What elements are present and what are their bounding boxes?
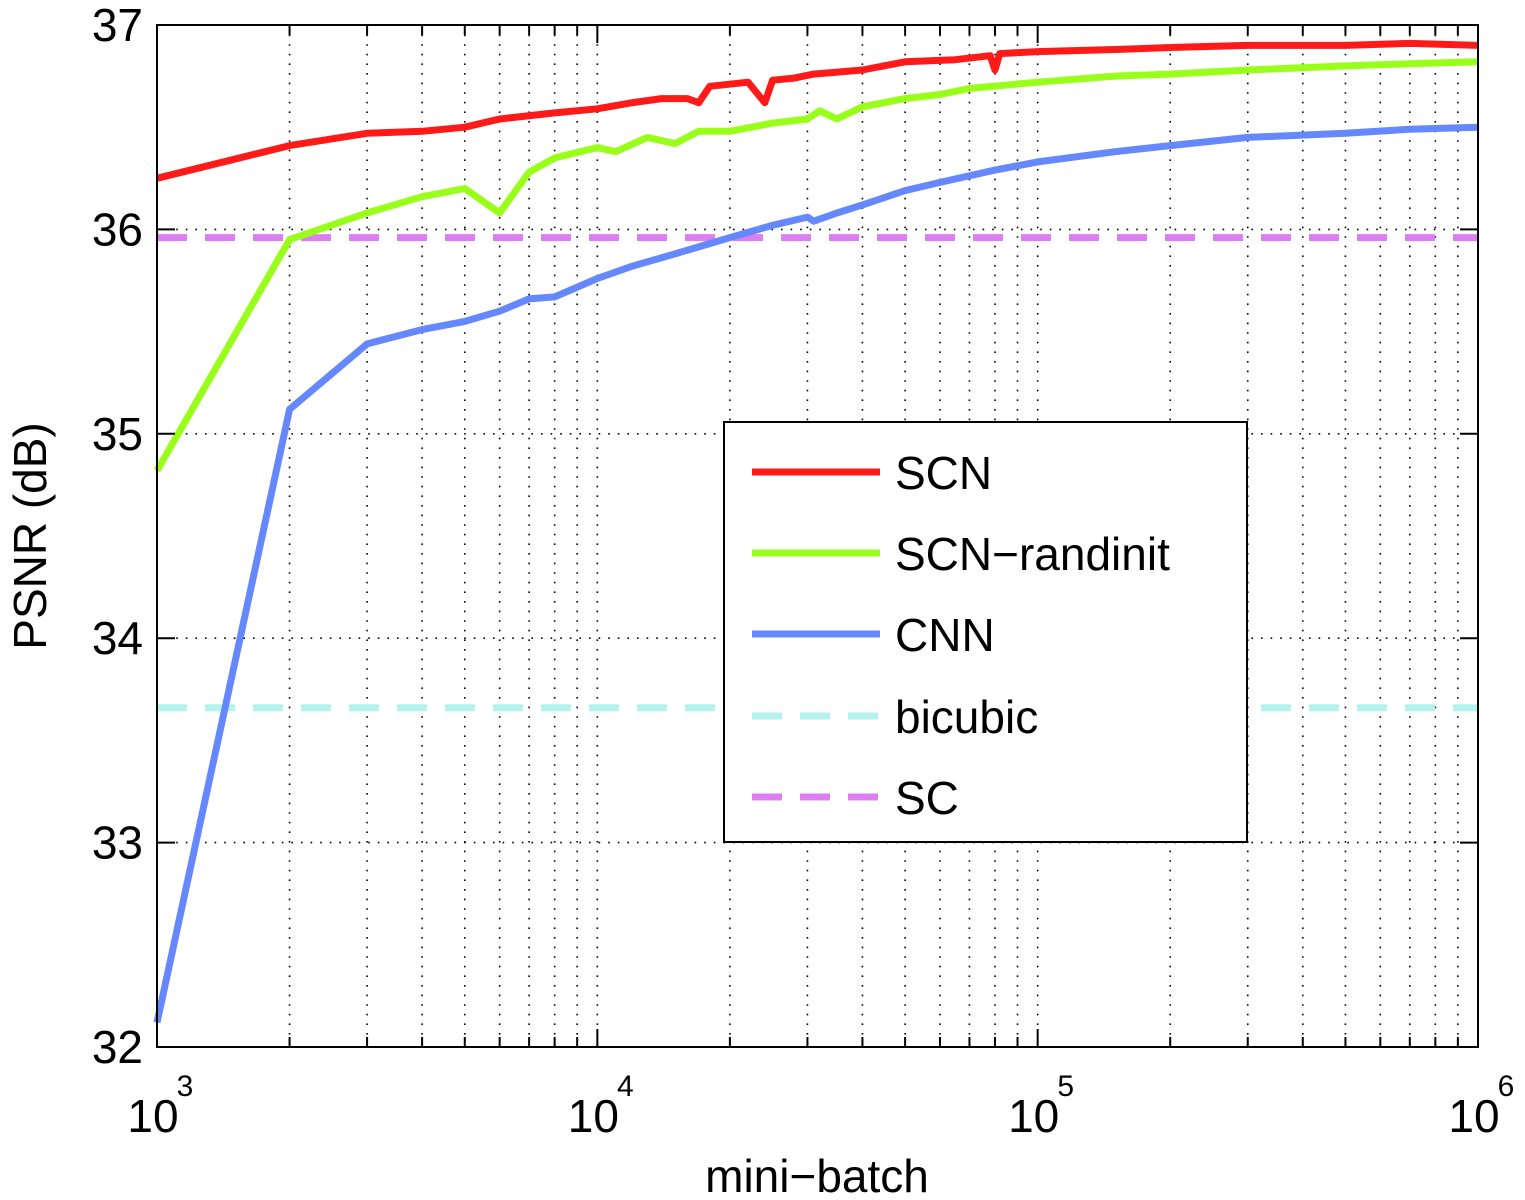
series-line-scn-randinit: [153, 58, 1479, 473]
legend-label-sc: SC: [895, 772, 959, 824]
y-axis-title: PSNR (dB): [4, 422, 56, 649]
axis-ticks: [156, 24, 1479, 1048]
x-tick-label: 10: [1008, 1090, 1059, 1142]
plot-frame: [156, 24, 1479, 1048]
y-tick-label: 32: [92, 1021, 143, 1073]
x-tick-exponent: 3: [177, 1070, 194, 1103]
series-lines: [153, 39, 1479, 1024]
y-tick-label: 35: [92, 408, 143, 460]
x-tick-label: 10: [127, 1090, 178, 1142]
legend-label-bicubic: bicubic: [895, 691, 1038, 743]
x-tick-label: 10: [1448, 1090, 1499, 1142]
x-axis-title: mini−batch: [705, 1150, 929, 1200]
x-tick-exponent: 6: [1498, 1070, 1515, 1103]
x-tick-exponent: 4: [617, 1070, 634, 1103]
series-line-scn: [156, 39, 1479, 182]
y-tick-label: 34: [92, 612, 143, 664]
legend-label-cnn: CNN: [895, 609, 995, 661]
y-tick-label: 33: [92, 817, 143, 869]
y-tick-label: 36: [92, 203, 143, 255]
x-tick-label: 10: [568, 1090, 619, 1142]
series-line-cnn: [153, 123, 1479, 1024]
legend: SCN SCN−randinit CNN bicubic SC: [723, 421, 1248, 843]
y-tick-label: 37: [92, 0, 143, 51]
legend-label-scn: SCN: [895, 447, 992, 499]
x-tick-exponent: 5: [1057, 1070, 1074, 1103]
legend-label-scn-randinit: SCN−randinit: [895, 528, 1170, 580]
